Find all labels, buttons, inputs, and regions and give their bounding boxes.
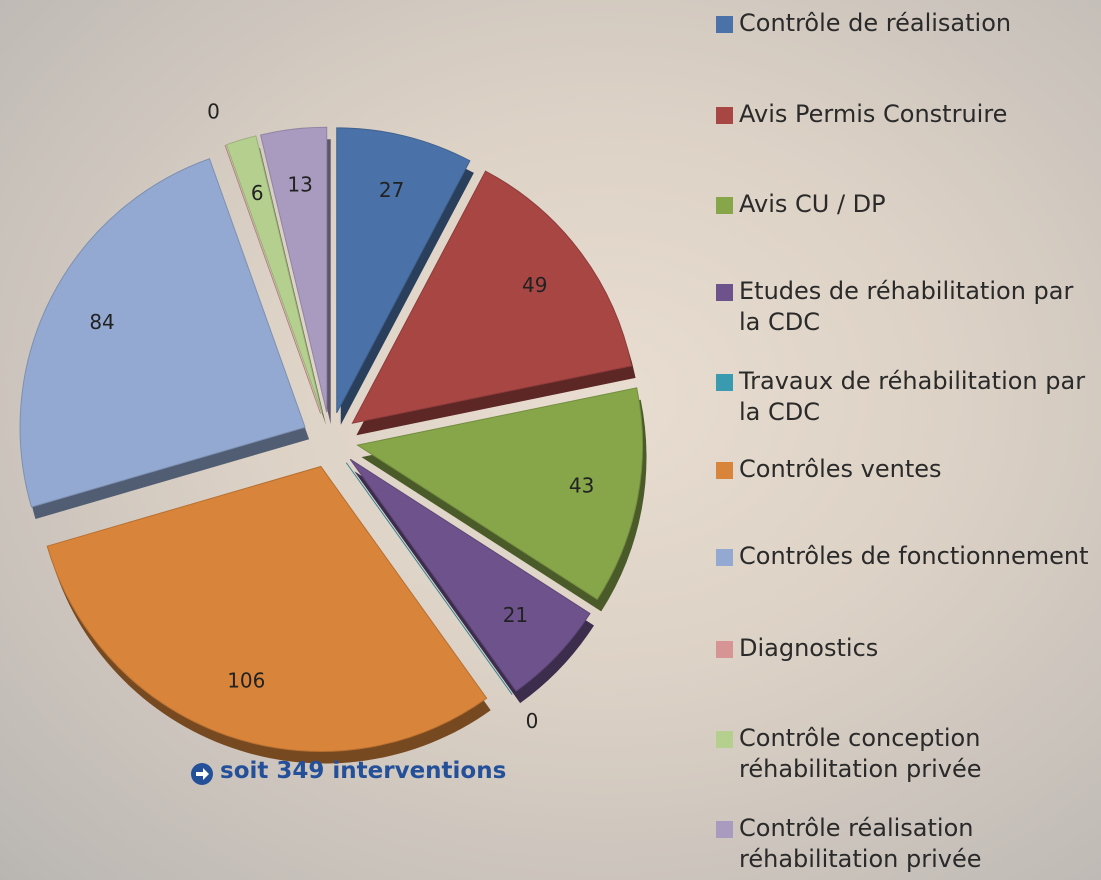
legend-item: Travaux de réhabilitation par la CDC [716, 366, 1101, 428]
legend-item: Contrôle de réalisation [716, 8, 1101, 39]
data-label: 21 [503, 603, 528, 627]
slice [349, 458, 591, 692]
legend-swatch [716, 197, 733, 214]
legend-swatch [716, 731, 733, 748]
legend-label: Contrôle réalisation réhabilitation priv… [739, 814, 982, 873]
legend-label: Contrôle de réalisation [739, 9, 1012, 37]
arrow-icon [191, 763, 213, 785]
slices [19, 126, 644, 752]
legend-swatch [716, 641, 733, 658]
legend-label: Contrôles de fonctionnement [739, 542, 1089, 570]
legend-item: Contrôles ventes [716, 454, 1101, 485]
slice [224, 144, 322, 414]
legend-label: Avis CU / DP [739, 190, 886, 218]
legend-swatch [716, 284, 733, 301]
slice [19, 158, 306, 508]
legend-swatch [716, 549, 733, 566]
legend-swatch [716, 821, 733, 838]
legend-item: Diagnostics [716, 633, 1101, 664]
slice [336, 127, 471, 414]
slice [351, 170, 633, 424]
legend-item: Contrôles de fonctionnement [716, 541, 1101, 572]
slice [225, 135, 323, 414]
legend-label: Contrôles ventes [739, 455, 942, 483]
slice [260, 126, 328, 413]
data-label: 106 [227, 668, 265, 692]
data-label: 43 [569, 473, 594, 497]
legend-label: Contrôle conception réhabilitation privé… [739, 724, 982, 783]
data-label: 0 [207, 99, 220, 123]
data-label: 27 [379, 178, 404, 202]
legend-item: Contrôle conception réhabilitation privé… [716, 723, 1101, 785]
annotation-text: soit 349 interventions [220, 758, 507, 784]
legend-swatch [716, 462, 733, 479]
legend-label: Avis Permis Construire [739, 100, 1008, 128]
legend-swatch [716, 16, 733, 33]
data-label: 49 [522, 273, 547, 297]
data-labels: 27 49 43 21 0 106 84 0 6 13 [89, 99, 594, 732]
legend-label: Diagnostics [739, 634, 879, 662]
legend-item: Contrôle réalisation réhabilitation priv… [716, 813, 1101, 875]
legend-swatch [716, 107, 733, 124]
legend-item: Avis Permis Construire [716, 99, 1101, 130]
data-label: 0 [526, 709, 539, 733]
data-label: 84 [89, 310, 114, 334]
pie-chart: 27 49 43 21 0 106 84 0 6 13 [19, 99, 647, 764]
legend-item: Etudes de réhabilitation par la CDC [716, 276, 1101, 338]
legend-item: Avis CU / DP [716, 189, 1101, 220]
annotation: soit 349 interventions [190, 758, 507, 785]
slice [356, 387, 644, 601]
legend-label: Travaux de réhabilitation par la CDC [739, 367, 1086, 426]
data-label: 6 [251, 181, 264, 205]
legend-label: Etudes de réhabilitation par la CDC [739, 277, 1074, 336]
legend-swatch [716, 374, 733, 391]
data-label: 13 [287, 172, 312, 196]
slice [46, 465, 488, 752]
